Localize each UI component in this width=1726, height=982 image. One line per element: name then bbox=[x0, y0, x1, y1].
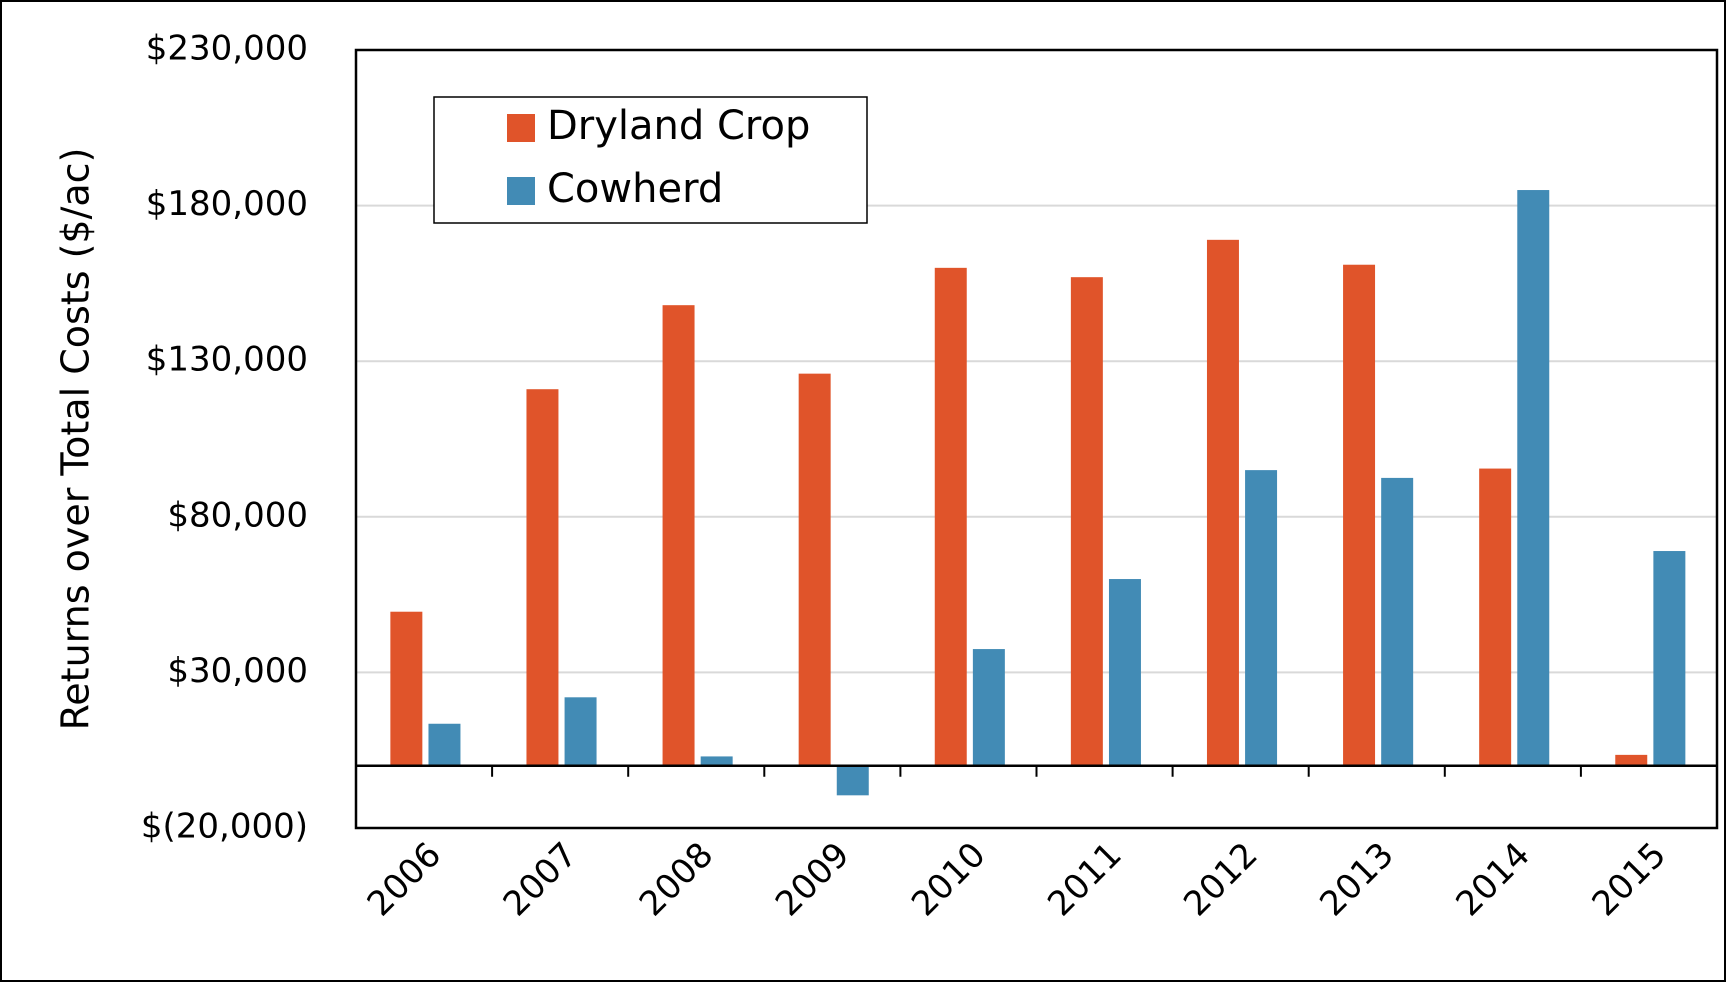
y-tick-label: $30,000 bbox=[167, 651, 308, 691]
y-tick-label: $130,000 bbox=[146, 340, 308, 380]
y-tick-label: $80,000 bbox=[167, 495, 308, 535]
bar bbox=[972, 649, 1005, 766]
bar bbox=[934, 267, 967, 766]
bar bbox=[798, 373, 831, 766]
bar bbox=[1381, 477, 1414, 766]
legend-swatch bbox=[507, 114, 535, 142]
bar bbox=[1479, 468, 1512, 766]
bar bbox=[526, 389, 559, 766]
plot-border bbox=[354, 48, 1719, 830]
bar bbox=[1206, 239, 1239, 766]
bar bbox=[1653, 551, 1686, 766]
y-tick-label: $230,000 bbox=[146, 29, 308, 69]
bar bbox=[1517, 190, 1550, 766]
legend-label: Cowherd bbox=[547, 166, 723, 212]
bar bbox=[1343, 264, 1376, 766]
y-tick-label: $180,000 bbox=[146, 184, 308, 224]
bar bbox=[662, 305, 695, 766]
bar bbox=[700, 756, 733, 766]
bar bbox=[428, 723, 461, 766]
y-axis-title: Returns over Total Costs ($/ac) bbox=[54, 148, 98, 731]
legend-label: Dryland Crop bbox=[547, 103, 810, 149]
bar bbox=[564, 697, 597, 766]
legend-box bbox=[433, 96, 868, 224]
y-tick-label: $(20,000) bbox=[141, 807, 308, 847]
bar bbox=[1108, 579, 1141, 766]
bar bbox=[1245, 470, 1278, 766]
bar bbox=[836, 765, 869, 796]
legend-swatch bbox=[507, 177, 535, 205]
bar bbox=[1615, 754, 1648, 766]
bar bbox=[390, 611, 423, 766]
bar bbox=[1070, 277, 1103, 766]
